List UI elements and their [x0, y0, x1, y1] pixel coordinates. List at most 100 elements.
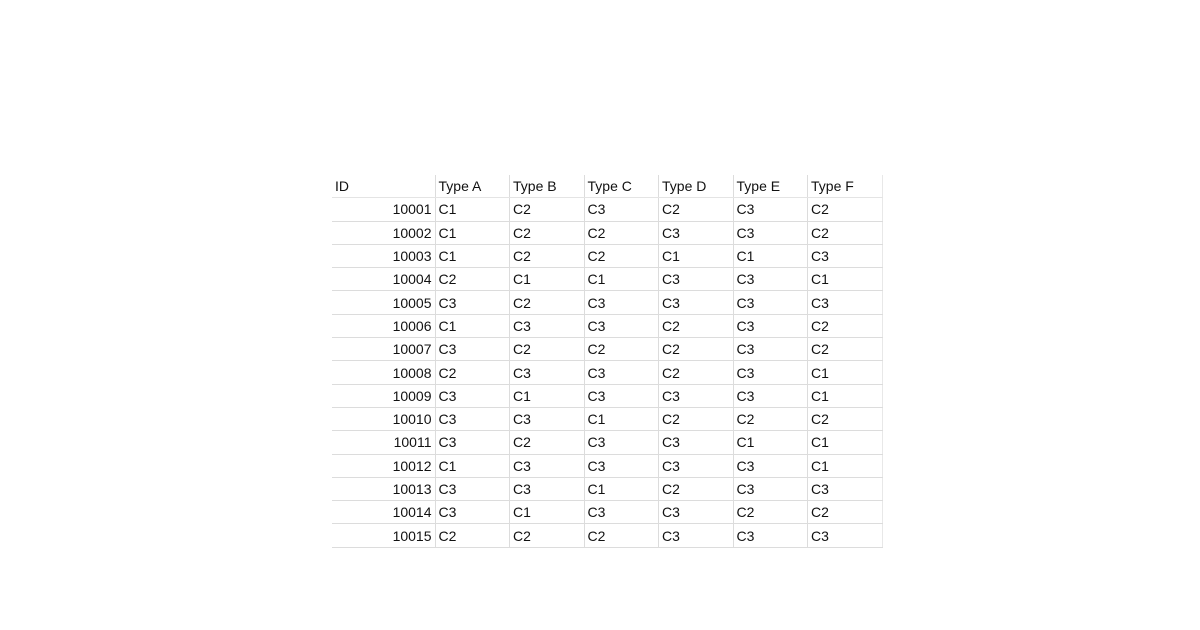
- type-value-cell[interactable]: C3: [733, 197, 808, 222]
- type-value-cell[interactable]: C2: [807, 407, 883, 432]
- type-value-cell[interactable]: C1: [807, 360, 883, 385]
- type-value-cell[interactable]: C3: [584, 454, 659, 478]
- header-cell-id[interactable]: ID: [332, 175, 436, 199]
- type-value-cell[interactable]: C3: [733, 454, 808, 478]
- type-value-cell[interactable]: C3: [584, 360, 659, 385]
- type-value-cell[interactable]: C2: [584, 523, 659, 548]
- type-value-cell[interactable]: C1: [435, 221, 510, 245]
- type-value-cell[interactable]: C2: [509, 244, 585, 269]
- type-value-cell[interactable]: C3: [807, 290, 883, 315]
- type-value-cell[interactable]: C3: [584, 384, 659, 408]
- id-cell[interactable]: 10014: [332, 500, 436, 525]
- type-value-cell[interactable]: C3: [584, 430, 659, 455]
- type-value-cell[interactable]: C3: [658, 430, 734, 455]
- type-value-cell[interactable]: C1: [584, 267, 659, 292]
- type-value-cell[interactable]: C2: [658, 337, 734, 362]
- type-value-cell[interactable]: C1: [435, 244, 510, 269]
- type-value-cell[interactable]: C3: [435, 290, 510, 315]
- type-value-cell[interactable]: C2: [658, 477, 734, 502]
- type-value-cell[interactable]: C3: [807, 523, 883, 548]
- type-value-cell[interactable]: C3: [435, 430, 510, 455]
- type-value-cell[interactable]: C1: [509, 384, 585, 408]
- type-value-cell[interactable]: C3: [435, 384, 510, 408]
- type-value-cell[interactable]: C1: [658, 244, 734, 269]
- type-value-cell[interactable]: C3: [658, 523, 734, 548]
- type-value-cell[interactable]: C2: [658, 360, 734, 385]
- type-value-cell[interactable]: C3: [733, 290, 808, 315]
- type-value-cell[interactable]: C3: [807, 477, 883, 502]
- type-value-cell[interactable]: C3: [733, 477, 808, 502]
- type-value-cell[interactable]: C3: [509, 454, 585, 478]
- id-cell[interactable]: 10008: [332, 360, 436, 385]
- type-value-cell[interactable]: C3: [807, 244, 883, 269]
- type-value-cell[interactable]: C3: [435, 477, 510, 502]
- type-value-cell[interactable]: C1: [509, 267, 585, 292]
- header-cell-type-c[interactable]: Type C: [584, 175, 659, 199]
- type-value-cell[interactable]: C3: [733, 337, 808, 362]
- header-cell-type-f[interactable]: Type F: [807, 175, 883, 199]
- type-value-cell[interactable]: C3: [658, 500, 734, 525]
- type-value-cell[interactable]: C2: [807, 500, 883, 525]
- type-value-cell[interactable]: C2: [509, 221, 585, 245]
- type-value-cell[interactable]: C1: [509, 500, 585, 525]
- id-cell[interactable]: 10002: [332, 221, 436, 245]
- type-value-cell[interactable]: C2: [807, 337, 883, 362]
- type-value-cell[interactable]: C3: [733, 360, 808, 385]
- id-cell[interactable]: 10004: [332, 267, 436, 292]
- id-cell[interactable]: 10010: [332, 407, 436, 432]
- type-value-cell[interactable]: C3: [733, 523, 808, 548]
- type-value-cell[interactable]: C2: [733, 500, 808, 525]
- type-value-cell[interactable]: C2: [807, 197, 883, 222]
- type-value-cell[interactable]: C3: [584, 197, 659, 222]
- type-value-cell[interactable]: C2: [584, 337, 659, 362]
- type-value-cell[interactable]: C3: [733, 221, 808, 245]
- type-value-cell[interactable]: C2: [658, 197, 734, 222]
- type-value-cell[interactable]: C2: [807, 314, 883, 339]
- type-value-cell[interactable]: C2: [435, 360, 510, 385]
- id-cell[interactable]: 10007: [332, 337, 436, 362]
- type-value-cell[interactable]: C2: [435, 267, 510, 292]
- type-value-cell[interactable]: C2: [584, 244, 659, 269]
- type-value-cell[interactable]: C1: [733, 244, 808, 269]
- type-value-cell[interactable]: C2: [733, 407, 808, 432]
- header-cell-type-b[interactable]: Type B: [509, 175, 585, 199]
- type-value-cell[interactable]: C1: [435, 197, 510, 222]
- type-value-cell[interactable]: C3: [584, 500, 659, 525]
- type-value-cell[interactable]: C3: [435, 337, 510, 362]
- type-value-cell[interactable]: C1: [435, 314, 510, 339]
- header-cell-type-d[interactable]: Type D: [658, 175, 734, 199]
- type-value-cell[interactable]: C3: [733, 384, 808, 408]
- type-value-cell[interactable]: C3: [435, 407, 510, 432]
- type-value-cell[interactable]: C3: [509, 360, 585, 385]
- id-cell[interactable]: 10011: [332, 430, 436, 455]
- type-value-cell[interactable]: C2: [658, 407, 734, 432]
- id-cell[interactable]: 10013: [332, 477, 436, 502]
- type-value-cell[interactable]: C2: [658, 314, 734, 339]
- type-value-cell[interactable]: C3: [584, 314, 659, 339]
- type-value-cell[interactable]: C2: [509, 290, 585, 315]
- type-value-cell[interactable]: C2: [584, 221, 659, 245]
- type-value-cell[interactable]: C3: [584, 290, 659, 315]
- type-value-cell[interactable]: C1: [807, 430, 883, 455]
- type-value-cell[interactable]: C2: [509, 337, 585, 362]
- id-cell[interactable]: 10005: [332, 290, 436, 315]
- type-value-cell[interactable]: C1: [584, 477, 659, 502]
- type-value-cell[interactable]: C3: [509, 407, 585, 432]
- type-value-cell[interactable]: C3: [658, 267, 734, 292]
- type-value-cell[interactable]: C2: [509, 430, 585, 455]
- type-value-cell[interactable]: C3: [658, 384, 734, 408]
- type-value-cell[interactable]: C1: [807, 267, 883, 292]
- type-value-cell[interactable]: C1: [733, 430, 808, 455]
- header-cell-type-e[interactable]: Type E: [733, 175, 808, 199]
- id-cell[interactable]: 10006: [332, 314, 436, 339]
- id-cell[interactable]: 10003: [332, 244, 436, 269]
- type-value-cell[interactable]: C2: [435, 523, 510, 548]
- type-value-cell[interactable]: C1: [435, 454, 510, 478]
- type-value-cell[interactable]: C2: [509, 197, 585, 222]
- type-value-cell[interactable]: C1: [807, 384, 883, 408]
- type-value-cell[interactable]: C3: [733, 314, 808, 339]
- type-value-cell[interactable]: C2: [509, 523, 585, 548]
- type-value-cell[interactable]: C3: [733, 267, 808, 292]
- type-value-cell[interactable]: C3: [658, 221, 734, 245]
- type-value-cell[interactable]: C3: [435, 500, 510, 525]
